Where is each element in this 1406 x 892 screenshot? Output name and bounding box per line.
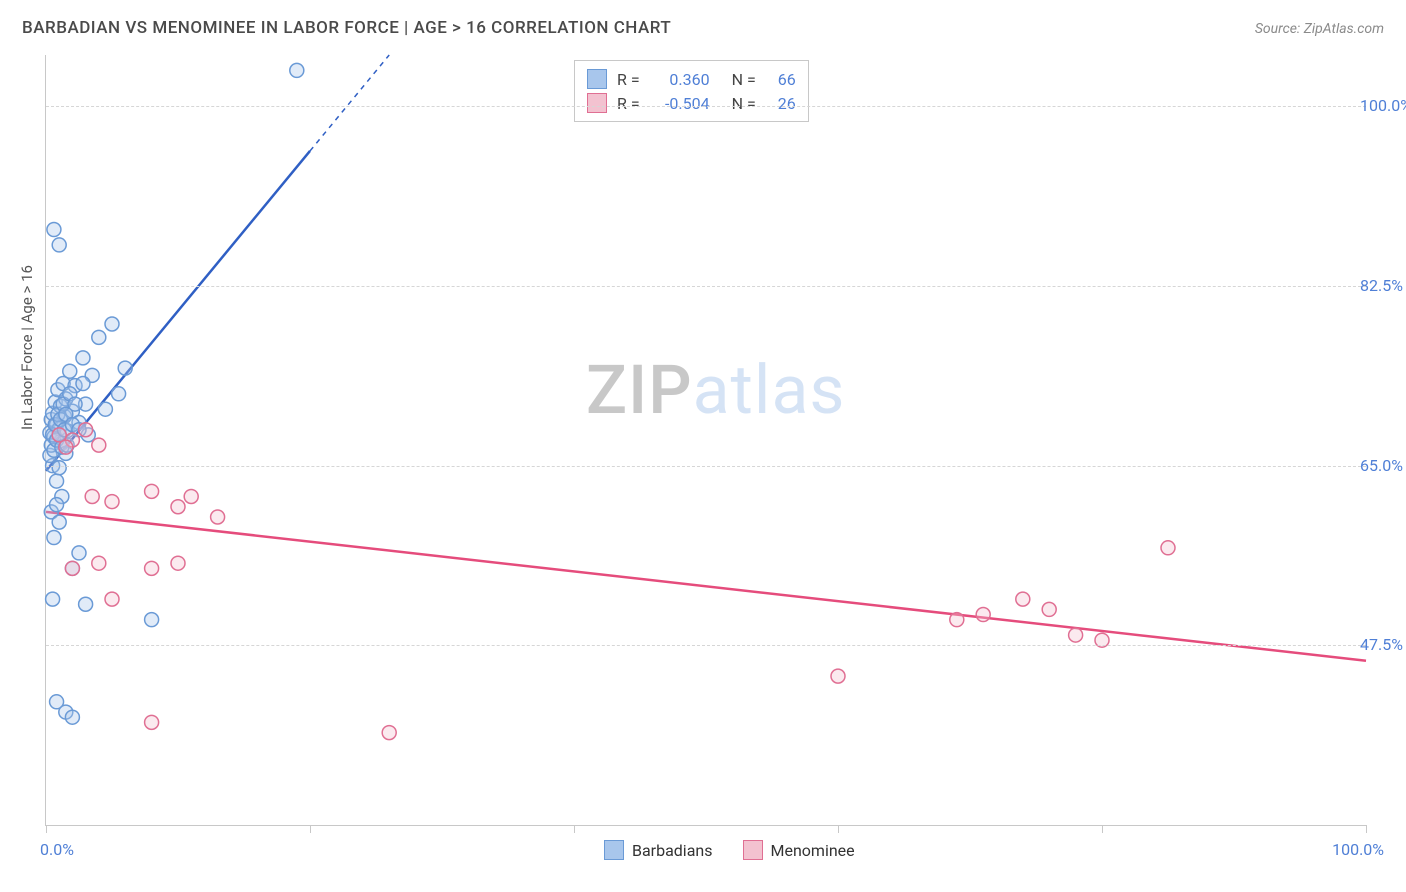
data-point bbox=[112, 387, 126, 401]
data-point bbox=[1161, 541, 1175, 555]
data-point bbox=[950, 613, 964, 627]
x-tick bbox=[46, 825, 47, 833]
data-point bbox=[92, 438, 106, 452]
stat-r-value: -0.504 bbox=[650, 94, 710, 113]
y-tick-label: 47.5% bbox=[1360, 635, 1406, 654]
data-point bbox=[47, 223, 61, 237]
data-point bbox=[1042, 602, 1056, 616]
legend-label: Menominee bbox=[771, 841, 855, 860]
data-point bbox=[1069, 628, 1083, 642]
chart-header: BARBADIAN VS MENOMINEE IN LABOR FORCE | … bbox=[22, 18, 1384, 38]
data-point bbox=[171, 500, 185, 514]
data-point bbox=[92, 330, 106, 344]
data-point bbox=[382, 726, 396, 740]
data-point bbox=[145, 484, 159, 498]
data-point bbox=[105, 592, 119, 606]
data-point bbox=[76, 351, 90, 365]
data-point bbox=[184, 489, 198, 503]
data-point bbox=[68, 397, 82, 411]
x-tick bbox=[310, 825, 311, 833]
stat-n-value: 26 bbox=[766, 94, 796, 113]
data-point bbox=[145, 715, 159, 729]
x-tick bbox=[838, 825, 839, 833]
data-point bbox=[92, 556, 106, 570]
data-point bbox=[72, 546, 86, 560]
y-axis-label: In Labor Force | Age > 16 bbox=[18, 265, 36, 430]
y-tick-label: 100.0% bbox=[1360, 96, 1406, 115]
data-point bbox=[831, 669, 845, 683]
stat-r-label: R = bbox=[617, 70, 640, 89]
data-point bbox=[79, 423, 93, 437]
data-point bbox=[47, 531, 61, 545]
stats-row: R = -0.504 N = 26 bbox=[587, 91, 796, 115]
data-point bbox=[50, 474, 64, 488]
data-point bbox=[50, 498, 64, 512]
x-axis-max-label: 100.0% bbox=[1332, 840, 1384, 859]
legend-swatch bbox=[587, 93, 607, 113]
data-point bbox=[52, 238, 66, 252]
data-point bbox=[52, 515, 66, 529]
data-point bbox=[105, 317, 119, 331]
stat-r-label: R = bbox=[617, 94, 640, 113]
chart-source: Source: ZipAtlas.com bbox=[1255, 21, 1384, 37]
data-point bbox=[63, 364, 77, 378]
y-tick-label: 65.0% bbox=[1360, 456, 1406, 475]
data-point bbox=[976, 608, 990, 622]
x-axis-min-label: 0.0% bbox=[40, 840, 74, 859]
legend-label: Barbadians bbox=[632, 841, 713, 860]
series-legend: Barbadians Menominee bbox=[604, 840, 855, 860]
gridline bbox=[46, 645, 1366, 646]
chart-title: BARBADIAN VS MENOMINEE IN LABOR FORCE | … bbox=[22, 18, 671, 38]
data-point bbox=[76, 377, 90, 391]
data-point bbox=[59, 440, 73, 454]
gridline bbox=[46, 286, 1366, 287]
y-tick-label: 82.5% bbox=[1360, 276, 1406, 295]
stat-n-label: N = bbox=[732, 94, 756, 113]
scatter-svg bbox=[46, 55, 1366, 825]
stat-n-label: N = bbox=[732, 70, 756, 89]
data-point bbox=[290, 63, 304, 77]
stat-r-value: 0.360 bbox=[650, 70, 710, 89]
data-point bbox=[211, 510, 225, 524]
data-point bbox=[118, 361, 132, 375]
legend-swatch bbox=[604, 840, 624, 860]
stat-n-value: 66 bbox=[766, 70, 796, 89]
stats-row: R = 0.360 N = 66 bbox=[587, 67, 796, 91]
legend-swatch bbox=[743, 840, 763, 860]
legend-item: Menominee bbox=[743, 840, 855, 860]
legend-item: Barbadians bbox=[604, 840, 713, 860]
data-point bbox=[1016, 592, 1030, 606]
data-point bbox=[79, 597, 93, 611]
data-point bbox=[85, 489, 99, 503]
data-point bbox=[52, 461, 66, 475]
legend-swatch bbox=[587, 69, 607, 89]
correlation-stats-box: R = 0.360 N = 66 R = -0.504 N = 26 bbox=[574, 60, 809, 122]
data-point bbox=[145, 613, 159, 627]
gridline bbox=[46, 106, 1366, 107]
data-point bbox=[98, 402, 112, 416]
gridline bbox=[46, 466, 1366, 467]
plot-area: ZIPatlas R = 0.360 N = 66 R = -0.504 N =… bbox=[45, 55, 1366, 826]
data-point bbox=[65, 561, 79, 575]
data-point bbox=[65, 710, 79, 724]
x-tick bbox=[1366, 825, 1367, 833]
data-point bbox=[46, 592, 60, 606]
data-point bbox=[105, 495, 119, 509]
data-point bbox=[171, 556, 185, 570]
x-tick bbox=[1102, 825, 1103, 833]
x-tick bbox=[574, 825, 575, 833]
data-point bbox=[145, 561, 159, 575]
